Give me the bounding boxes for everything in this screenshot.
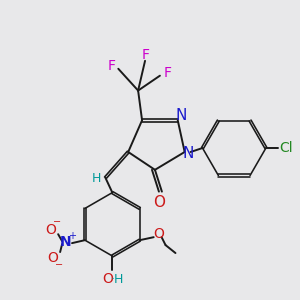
Text: F: F <box>142 48 150 62</box>
Text: −: − <box>55 260 63 270</box>
Text: O: O <box>153 227 164 241</box>
Text: N: N <box>59 235 71 249</box>
Text: +: + <box>68 231 76 241</box>
Text: O: O <box>102 272 113 286</box>
Text: O: O <box>45 223 56 237</box>
Text: N: N <box>175 108 186 123</box>
Text: Cl: Cl <box>279 141 292 155</box>
Text: F: F <box>107 59 116 73</box>
Text: ·H: ·H <box>111 273 124 286</box>
Text: −: − <box>53 217 61 227</box>
Text: N: N <box>183 146 194 161</box>
Text: O: O <box>47 251 58 265</box>
Text: O: O <box>153 195 165 210</box>
Text: H: H <box>92 172 101 185</box>
Text: F: F <box>164 66 172 80</box>
